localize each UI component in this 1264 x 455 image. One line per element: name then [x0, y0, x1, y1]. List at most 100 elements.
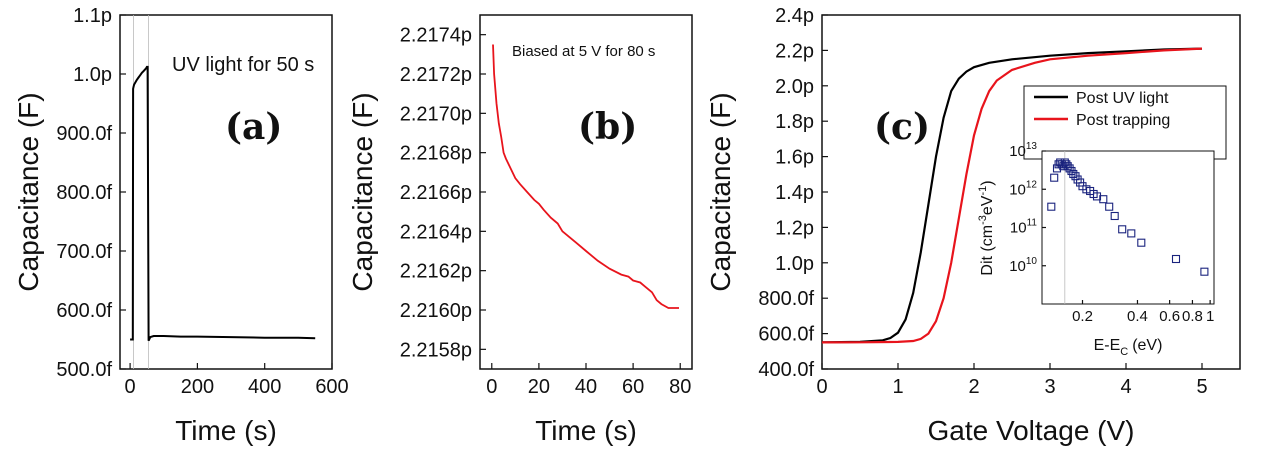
panel-a-ylabel: Capacitance (F)	[13, 92, 44, 291]
inset-ylabel-main: Dit (cm	[979, 225, 996, 276]
panel-c-ytick-label: 400.0f	[758, 359, 814, 381]
panel-b-ytick-label: 2.2160p	[400, 300, 472, 322]
panel-c-xtick-label: 5	[1196, 376, 1207, 398]
panel-b-ytick-label: 2.2164p	[400, 221, 472, 243]
inset-ytick-label: 1011	[1010, 218, 1038, 237]
panel-b-ytick-label: 2.2162p	[400, 261, 472, 283]
inset-data-point	[1050, 173, 1059, 182]
inset-ytick-label: 1013	[1009, 141, 1037, 160]
inset-data-point	[1118, 225, 1127, 234]
panel-c-ytick-label: 1.6p	[775, 147, 814, 169]
panel-a-ytick-label: 700.0f	[56, 241, 112, 263]
panel-c-ytick-label: 800.0f	[758, 288, 814, 310]
panel-a-xlabel: Time (s)	[175, 415, 277, 446]
inset-data-point	[1105, 202, 1114, 211]
panel-a-ytick-label: 500.0f	[56, 359, 112, 381]
inset-xlabel: E-EC (eV)	[1094, 337, 1163, 358]
inset-ylabel-sup2: -1	[977, 186, 989, 196]
panel-c-xtick-label: 1	[892, 376, 903, 398]
inset-xtick-label: 0.4	[1127, 308, 1148, 325]
panel-c-xtick-label: 2	[968, 376, 979, 398]
panel-b-ytick-label: 2.2170p	[400, 103, 472, 125]
inset-data-point	[1171, 254, 1181, 264]
inset-ytick-exp: 11	[1027, 218, 1038, 229]
panel-b-annotation: Biased at 5 V for 80 s	[512, 43, 655, 60]
inset-ytick-label: 1010	[1009, 256, 1037, 275]
inset-data-point	[1127, 229, 1136, 238]
inset-data-point	[1047, 202, 1056, 211]
inset-data-point	[1092, 192, 1102, 201]
panel-b-ytick-label: 2.2166p	[400, 182, 472, 204]
panel-a-ytick-label: 600.0f	[56, 300, 112, 322]
panel-b-label: (b)	[578, 106, 637, 148]
panel-a: 0 200 400 600 500.0f 600.0f 700.0f 800.0f 900.0…	[13, 5, 349, 446]
panel-c-ytick-label: 2.0p	[775, 76, 814, 98]
panel-b-xtick-label: 40	[575, 376, 597, 398]
panel-c-legend: Post UV light Post trapping	[1023, 85, 1227, 160]
panel-b-xlabel: Time (s)	[535, 415, 637, 446]
inset-ytick-label: 1012	[1009, 179, 1037, 198]
panel-b-series-line	[492, 44, 679, 309]
inset-ytick-exp: 12	[1026, 179, 1038, 190]
panel-a-ytick-label: 1.0p	[73, 64, 112, 86]
panel-a-xtick-label: 400	[248, 376, 281, 398]
inset-ytick-base: 10	[1009, 258, 1026, 275]
inset-xtick-label: 0.8	[1182, 308, 1203, 325]
panel-b-ylabel: Capacitance (F)	[347, 92, 378, 291]
panel-b-ytick-label: 2.2168p	[400, 143, 472, 165]
inset-xlabel-sub: C	[1120, 346, 1128, 358]
panel-a-ytick-label: 900.0f	[56, 123, 112, 145]
panel-a-ytick-label: 800.0f	[56, 182, 112, 204]
panel-b-ytick-label: 2.2172p	[400, 64, 472, 86]
panel-c-xtick-label: 0	[816, 376, 827, 398]
panel-a-series-line	[130, 65, 316, 342]
panel-c-ylabel: Capacitance (F)	[705, 92, 736, 291]
panel-b-ytick-label: 2.2174p	[400, 25, 472, 47]
inset-data-point	[1069, 169, 1078, 179]
inset-xlabel-main: E-E	[1094, 337, 1121, 354]
panel-a-annotation: UV light for 50 s	[172, 54, 314, 76]
panel-c-ytick-label: 2.2p	[775, 40, 814, 62]
inset-ytick-base: 10	[1009, 181, 1026, 198]
inset-data-point	[1110, 211, 1119, 221]
inset-ylabel: Dit (cm-3eV-1)	[977, 180, 996, 275]
panel-a-label: (a)	[225, 106, 282, 148]
legend-label-post-uv: Post UV light	[1076, 90, 1169, 107]
panel-b-ytick-label: 2.2158p	[400, 339, 472, 361]
inset-ylabel-end: )	[979, 180, 996, 185]
inset-data-point	[1137, 238, 1146, 247]
panel-c-ytick-label: 2.4p	[775, 5, 814, 27]
inset-background	[1042, 151, 1214, 304]
panel-c-ytick-label: 1.2p	[775, 217, 814, 239]
panel-c-series-line-post-uv-light	[821, 47, 1203, 344]
panel-a-ytick-label: 1.1p	[73, 5, 112, 27]
inset-xtick-label: 0.2	[1072, 308, 1093, 325]
inset-data-point	[1200, 267, 1209, 276]
inset-xtick-label: 1	[1206, 308, 1214, 325]
panel-c-ytick-label: 1.8p	[775, 111, 814, 133]
panel-b: 0 20 40 60 80 2.2158p 2.2160p 2.2162p 2.2164p 2.…	[347, 14, 693, 446]
panel-c-ytick-label: 1.4p	[775, 182, 814, 204]
panel-b-plot-frame	[479, 14, 693, 370]
panel-a-xtick-label: 0	[125, 376, 136, 398]
panel-c-xtick-label: 3	[1044, 376, 1055, 398]
panel-c-series-line-post-trapping	[821, 47, 1203, 344]
inset-ylabel-mid: eV	[979, 195, 996, 215]
panel-b-xtick-label: 80	[669, 376, 691, 398]
panel-c-xlabel: Gate Voltage (V)	[927, 415, 1134, 446]
panel-c-ytick-label: 1.0p	[775, 253, 814, 275]
panel-c-label: (c)	[874, 106, 930, 148]
inset-xtick-label: 0.6	[1159, 308, 1180, 325]
inset-xlabel-unit: (eV)	[1132, 337, 1162, 354]
panel-a-xtick-label: 200	[181, 376, 214, 398]
inset-ytick-exp: 10	[1026, 256, 1038, 267]
legend-label-post-trapping: Post trapping	[1076, 112, 1170, 129]
inset-data-point	[1099, 195, 1108, 204]
inset-ylabel-sup: -3	[977, 215, 989, 225]
inset-ytick-base: 10	[1009, 143, 1026, 160]
panel-b-xtick-label: 20	[528, 376, 550, 398]
panel-b-xtick-label: 0	[486, 376, 497, 398]
